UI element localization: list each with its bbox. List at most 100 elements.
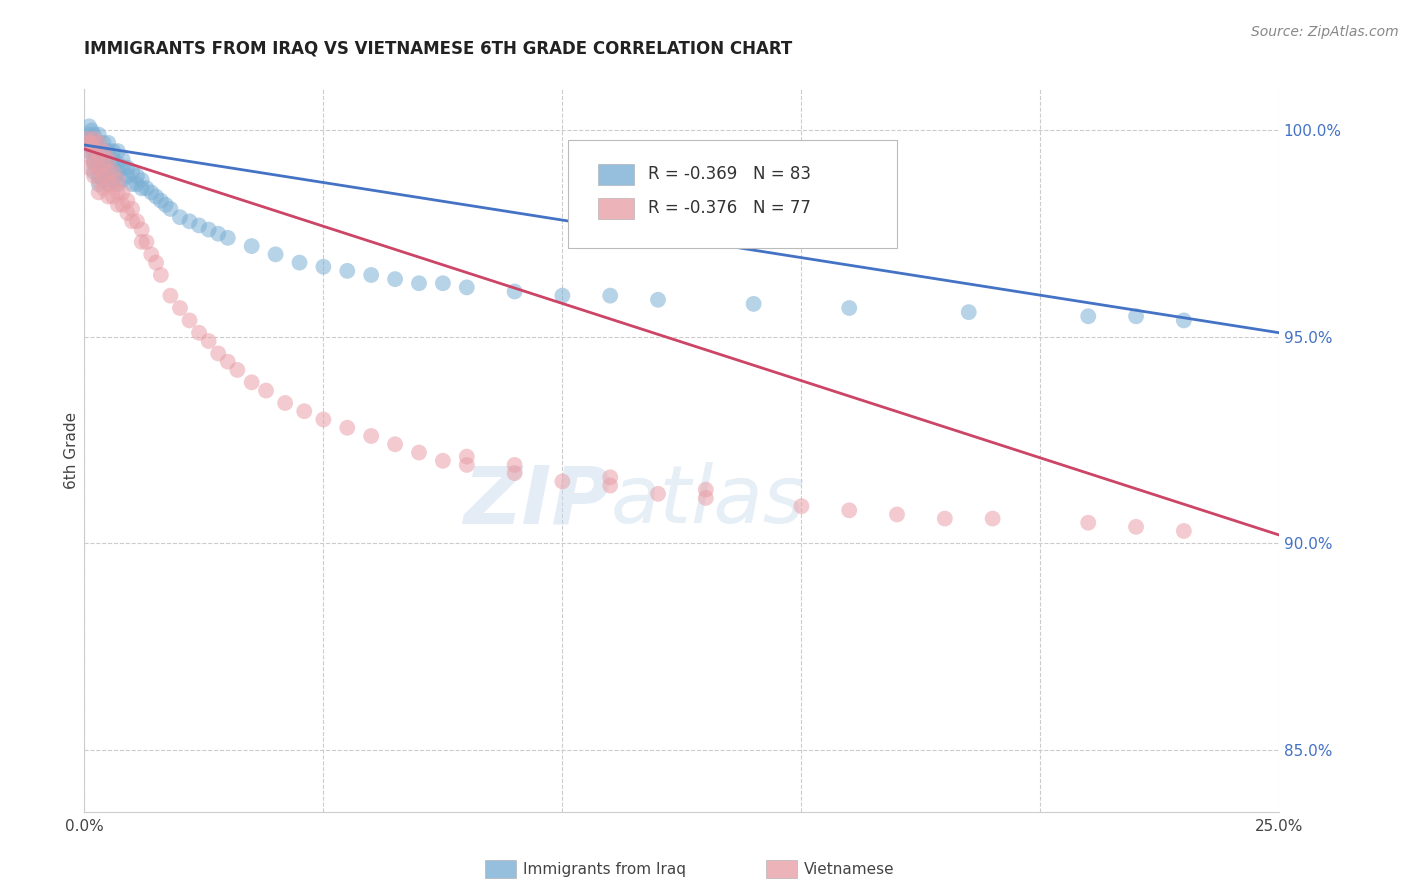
Point — [117, 206, 139, 220]
Point — [503, 285, 526, 299]
Point — [83, 136, 105, 150]
Point — [551, 288, 574, 302]
Point — [197, 222, 219, 236]
Point — [83, 156, 105, 170]
Point — [240, 239, 263, 253]
Point — [93, 173, 115, 187]
Point — [107, 144, 129, 158]
Point — [188, 219, 211, 233]
Point — [838, 301, 860, 315]
Point — [456, 280, 478, 294]
Point — [125, 169, 148, 183]
Point — [432, 277, 454, 291]
Point — [264, 247, 287, 261]
Point — [408, 277, 430, 291]
Point — [97, 177, 120, 191]
Point — [87, 153, 110, 167]
Point — [77, 161, 100, 175]
Point — [131, 173, 153, 187]
Point — [77, 136, 100, 150]
Point — [93, 136, 115, 150]
Point — [1077, 310, 1099, 324]
Point — [599, 478, 621, 492]
Point — [742, 297, 765, 311]
Point — [384, 272, 406, 286]
Point — [83, 153, 105, 167]
Point — [111, 186, 134, 200]
Point — [169, 210, 191, 224]
Point — [83, 156, 105, 170]
Point — [97, 177, 120, 191]
Point — [149, 268, 172, 282]
Point — [503, 466, 526, 480]
Point — [647, 293, 669, 307]
Text: Immigrants from Iraq: Immigrants from Iraq — [523, 863, 686, 877]
Point — [86, 136, 108, 150]
Text: R = -0.376   N = 77: R = -0.376 N = 77 — [648, 200, 811, 218]
Point — [107, 156, 129, 170]
Point — [87, 144, 110, 158]
Text: Vietnamese: Vietnamese — [804, 863, 894, 877]
Point — [141, 186, 163, 200]
Point — [87, 169, 110, 183]
Point — [695, 483, 717, 497]
Point — [336, 421, 359, 435]
Point — [83, 144, 105, 158]
Point — [254, 384, 277, 398]
Point — [77, 120, 100, 134]
Point — [551, 475, 574, 489]
Point — [159, 288, 181, 302]
Point — [121, 214, 143, 228]
Point — [87, 148, 110, 162]
Point — [121, 177, 143, 191]
Point — [107, 173, 129, 187]
Point — [87, 136, 110, 150]
Point — [599, 470, 621, 484]
Point — [97, 169, 120, 183]
Point — [197, 334, 219, 348]
Point — [121, 165, 143, 179]
Point — [87, 173, 110, 187]
Point — [83, 132, 105, 146]
Point — [107, 186, 129, 200]
Point — [83, 169, 105, 183]
Point — [312, 260, 335, 274]
Point — [1077, 516, 1099, 530]
Point — [80, 123, 103, 137]
Point — [312, 412, 335, 426]
Point — [87, 128, 110, 142]
Point — [207, 346, 229, 360]
Point — [77, 136, 100, 150]
Point — [93, 181, 115, 195]
Point — [131, 235, 153, 249]
Point — [93, 144, 115, 158]
Point — [169, 301, 191, 315]
Point — [145, 189, 167, 203]
Point — [117, 169, 139, 183]
Point — [83, 144, 105, 158]
Point — [87, 186, 110, 200]
Point — [790, 499, 813, 513]
Point — [101, 165, 124, 179]
Point — [207, 227, 229, 241]
Point — [288, 255, 311, 269]
Point — [93, 169, 115, 183]
FancyBboxPatch shape — [599, 198, 634, 219]
Point — [87, 177, 110, 191]
Point — [981, 511, 1004, 525]
Point — [97, 136, 120, 150]
Point — [1173, 313, 1195, 327]
Point — [141, 247, 163, 261]
Point — [97, 144, 120, 158]
Point — [77, 144, 100, 158]
Point — [155, 198, 177, 212]
Point — [121, 202, 143, 216]
Point — [117, 194, 139, 208]
Point — [145, 255, 167, 269]
Point — [695, 491, 717, 505]
Point — [97, 153, 120, 167]
Point — [599, 288, 621, 302]
Point — [217, 231, 239, 245]
Point — [135, 235, 157, 249]
Point — [93, 165, 115, 179]
